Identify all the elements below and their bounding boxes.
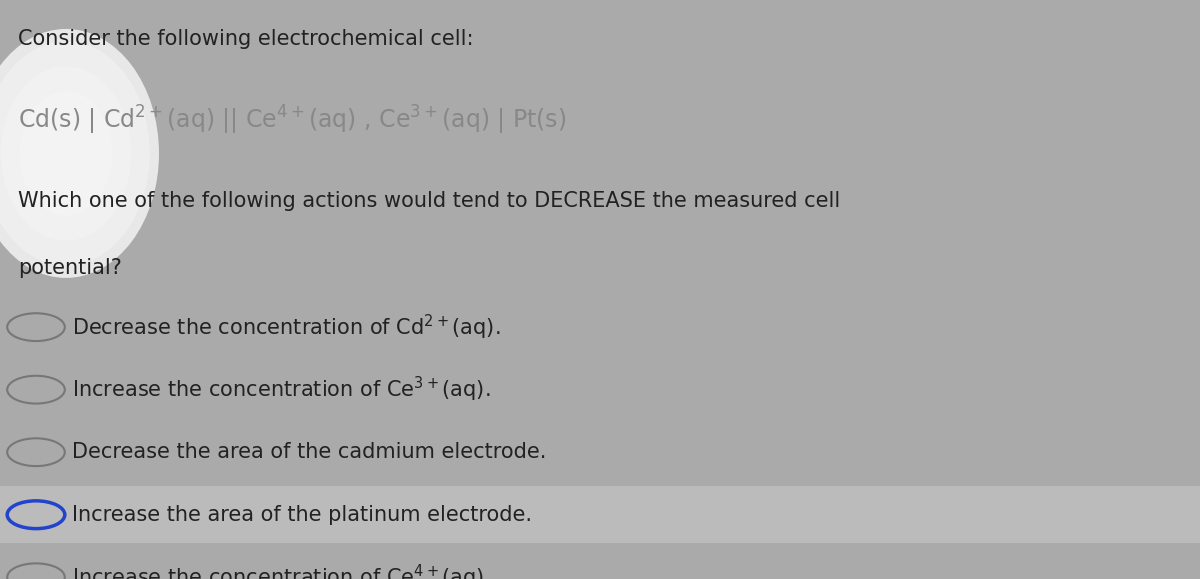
Text: Which one of the following actions would tend to DECREASE the measured cell: Which one of the following actions would…	[18, 191, 840, 211]
Text: Decrease the concentration of Cd$^{2+}$(aq).: Decrease the concentration of Cd$^{2+}$(…	[72, 313, 500, 342]
Text: potential?: potential?	[18, 258, 122, 278]
Ellipse shape	[1, 66, 131, 241]
Text: Increase the area of the platinum electrode.: Increase the area of the platinum electr…	[72, 505, 532, 525]
Ellipse shape	[19, 91, 113, 216]
Ellipse shape	[0, 29, 158, 278]
Text: Increase the concentration of Ce$^{4+}$(aq).: Increase the concentration of Ce$^{4+}$(…	[72, 563, 491, 579]
Text: Consider the following electrochemical cell:: Consider the following electrochemical c…	[18, 29, 474, 49]
Text: Decrease the area of the cadmium electrode.: Decrease the area of the cadmium electro…	[72, 442, 546, 462]
Ellipse shape	[0, 42, 150, 265]
Text: Cd(s) | Cd$^{2+}$(aq) || Ce$^{4+}$(aq) , Ce$^{3+}$(aq) | Pt(s): Cd(s) | Cd$^{2+}$(aq) || Ce$^{4+}$(aq) ,…	[18, 104, 566, 137]
Bar	[0, 486, 1200, 544]
Text: Increase the concentration of Ce$^{3+}$(aq).: Increase the concentration of Ce$^{3+}$(…	[72, 375, 491, 404]
